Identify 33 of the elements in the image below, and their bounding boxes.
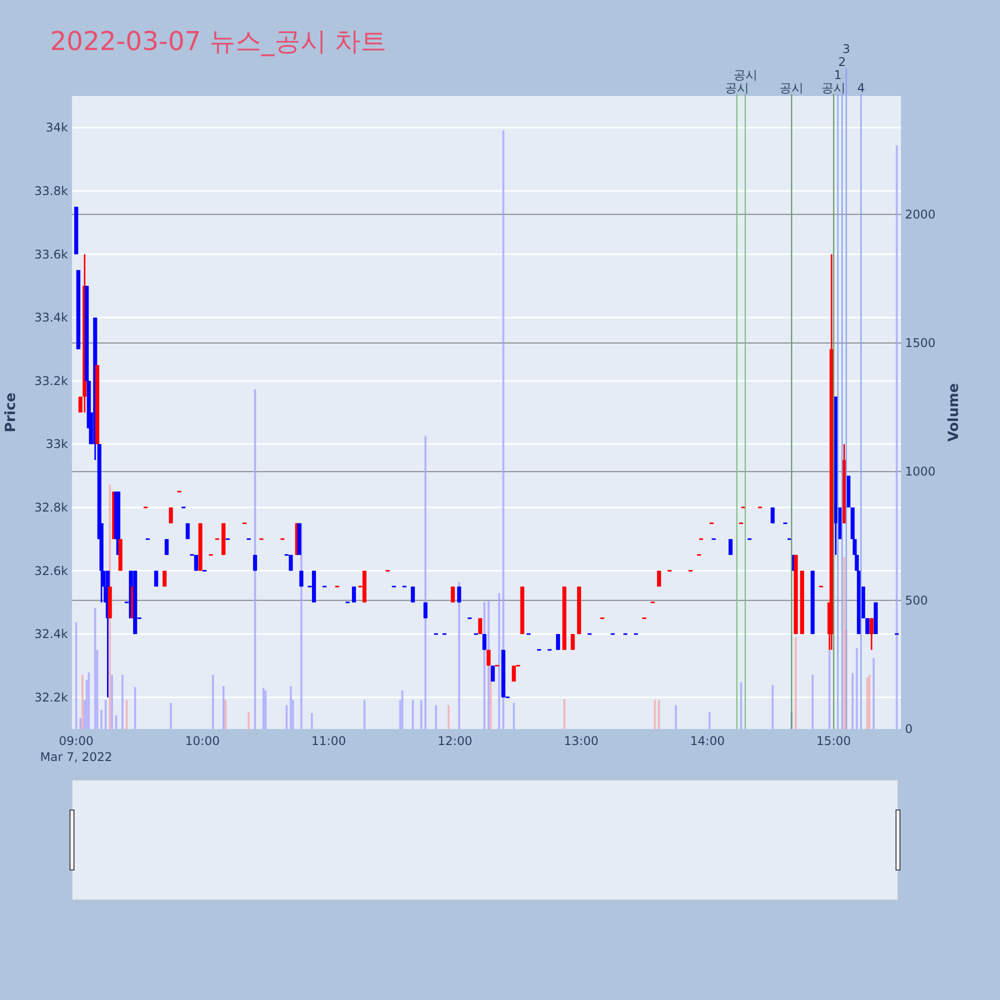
y-tick-label: 33.4k (34, 310, 68, 325)
ref-line-label: 4 (857, 81, 865, 95)
y-tick-label: 33k (46, 437, 68, 452)
y-tick-label: 32.6k (34, 564, 68, 578)
y2-tick-label: 0 (905, 722, 913, 736)
ref-line-label: 공시 (822, 81, 846, 95)
y-tick-label: 34k (46, 120, 68, 135)
y-tick-label: 32.2k (34, 690, 68, 704)
y2-tick-label: 1500 (905, 336, 936, 350)
x-tick-label: 09:00 Mar 7, 2022 (40, 734, 112, 764)
x-tick-label: 13:00 (564, 734, 598, 748)
x-tick-label: 15:00 (816, 734, 851, 748)
x-tick-label: 11:00 (311, 734, 346, 748)
x-tick-label: 14:00 (690, 734, 725, 748)
y-tick-label: 33.8k (34, 184, 68, 198)
x-tick-label: 10:00 (185, 734, 220, 748)
ref-line-label: 3 (842, 42, 850, 56)
x-tick-label: 12:00 (438, 734, 472, 748)
ref-line-label: 공시 (780, 81, 804, 95)
y2-axis-title: Volume (946, 383, 962, 442)
ref-line-label: 공시 (733, 68, 758, 82)
y-tick-label: 32.8k (34, 500, 68, 514)
y-axis-title: Price (3, 392, 19, 432)
ref-line-label: 공시 (724, 81, 749, 95)
ref-line-label: 2 (838, 55, 846, 69)
ref-line-label: 1 (834, 68, 842, 82)
y2-tick-label: 2000 (905, 207, 936, 222)
y-tick-label: 33.2k (34, 374, 68, 388)
chart-title: 2022-03-07 뉴스_공시 차트 (50, 27, 387, 57)
y2-tick-label: 1000 (905, 464, 936, 479)
y-tick-label: 33.6k (34, 247, 68, 262)
y-tick-label: 32.4k (34, 627, 68, 642)
y2-tick-label: 500 (905, 593, 928, 608)
